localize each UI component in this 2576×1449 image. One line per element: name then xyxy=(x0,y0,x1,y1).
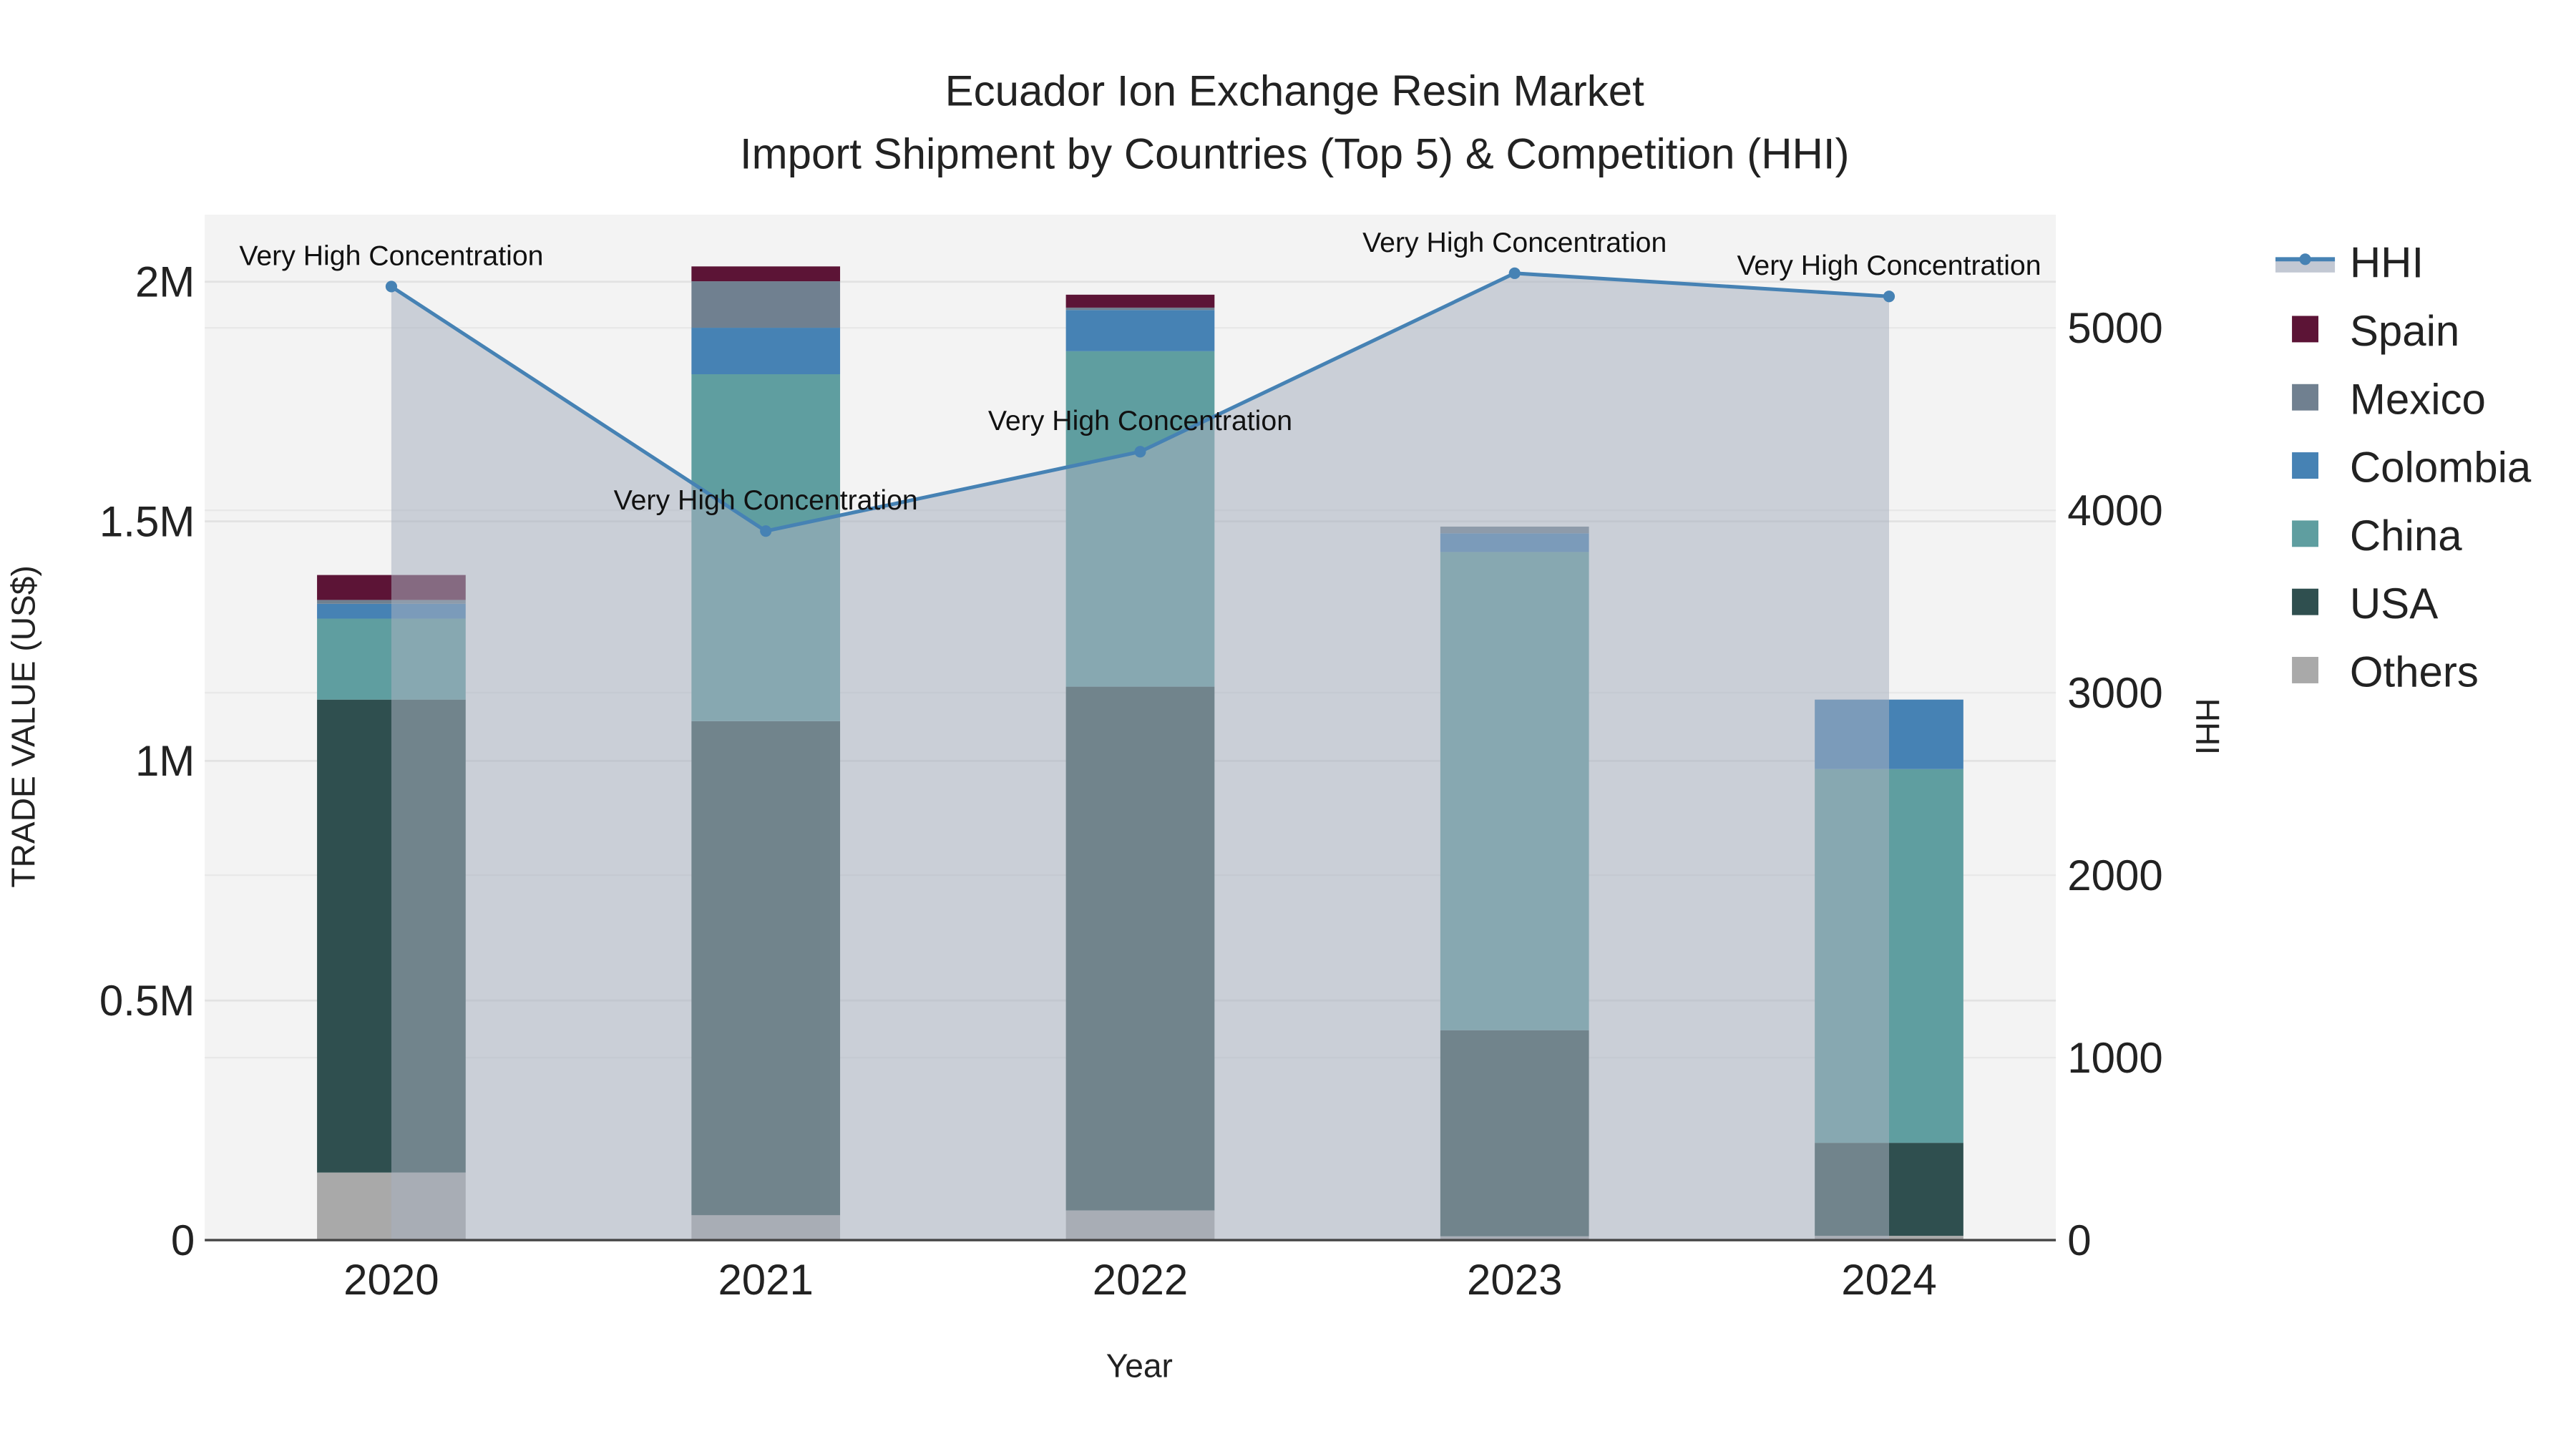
legend-swatch-others xyxy=(2292,657,2318,683)
y2-tick-label: 5000 xyxy=(2067,304,2162,352)
axes: 0 0.5M 1M 1.5M 2M 0 1000 2000 3000 4000 5000 2020 20… xyxy=(99,258,2163,1304)
legend-swatch-usa xyxy=(2292,588,2318,615)
y-tick-label: 0.5M xyxy=(99,977,195,1025)
legend-label: Mexico xyxy=(2350,375,2486,423)
hhi-annotation: Very High Concentration xyxy=(1362,227,1667,258)
bar-mexico-2022 xyxy=(1065,307,1215,311)
chart-subtitle: Import Shipment by Countries (Top 5) & C… xyxy=(740,130,1850,177)
legend: HHI Spain Mexico Colombia China USA Others xyxy=(2275,239,2532,696)
y-tick-label: 1.5M xyxy=(99,497,195,545)
x-tick-label: 2023 xyxy=(1467,1256,1562,1304)
hhi-annotation: Very High Concentration xyxy=(239,240,543,271)
legend-label: Others xyxy=(2350,648,2479,696)
x-tick-label: 2024 xyxy=(1841,1256,1936,1304)
bar-spain-2022 xyxy=(1065,294,1215,308)
x-axis-label: Year xyxy=(1106,1347,1173,1385)
hhi-point-2024 xyxy=(1883,291,1896,303)
hhi-annotation: Very High Concentration xyxy=(614,484,918,516)
legend-label: HHI xyxy=(2350,239,2424,287)
legend-label: Spain xyxy=(2350,307,2459,355)
legend-swatch-hhi-area xyxy=(2275,259,2336,273)
legend-label: China xyxy=(2350,512,2462,560)
hhi-area xyxy=(391,273,1889,1241)
bar-mexico-2021 xyxy=(691,281,841,328)
x-tick-label: 2020 xyxy=(343,1256,439,1304)
legend-swatch-china xyxy=(2292,520,2318,547)
bar-spain-2021 xyxy=(691,266,841,282)
legend-swatch-hhi-marker xyxy=(2299,253,2311,265)
hhi-point-2023 xyxy=(1508,267,1521,279)
legend-swatch-mexico xyxy=(2292,384,2318,411)
legend-label: Colombia xyxy=(2350,444,2532,492)
y2-tick-label: 4000 xyxy=(2067,487,2162,535)
y-tick-label: 0 xyxy=(171,1216,195,1264)
y2-axis-label: HHI xyxy=(2189,698,2226,755)
bar-colombia-2022 xyxy=(1065,310,1215,351)
chart-title: Ecuador Ion Exchange Resin Market xyxy=(945,67,1645,115)
y-tick-label: 1M xyxy=(135,737,195,785)
legend-swatch-colombia xyxy=(2292,452,2318,479)
x-tick-label: 2021 xyxy=(718,1256,813,1304)
hhi-point-2022 xyxy=(1134,446,1146,458)
y-tick-label: 2M xyxy=(135,258,195,306)
hhi-annotation: Very High Concentration xyxy=(1737,250,2041,281)
hhi-point-2020 xyxy=(385,280,397,293)
y2-tick-label: 1000 xyxy=(2067,1034,2162,1082)
x-tick-label: 2022 xyxy=(1093,1256,1188,1304)
y2-tick-label: 2000 xyxy=(2067,852,2162,899)
legend-label: USA xyxy=(2350,580,2438,628)
legend-swatch-spain xyxy=(2292,316,2318,343)
bar-colombia-2021 xyxy=(691,328,841,374)
y2-tick-label: 0 xyxy=(2067,1216,2091,1264)
y-axis-label: TRADE VALUE (US$) xyxy=(4,565,42,887)
y2-tick-label: 3000 xyxy=(2067,669,2162,717)
hhi-annotation: Very High Concentration xyxy=(988,405,1292,436)
hhi-point-2021 xyxy=(760,525,772,537)
hhi-series: Very High Concentration Very High Concent… xyxy=(239,227,2041,1241)
